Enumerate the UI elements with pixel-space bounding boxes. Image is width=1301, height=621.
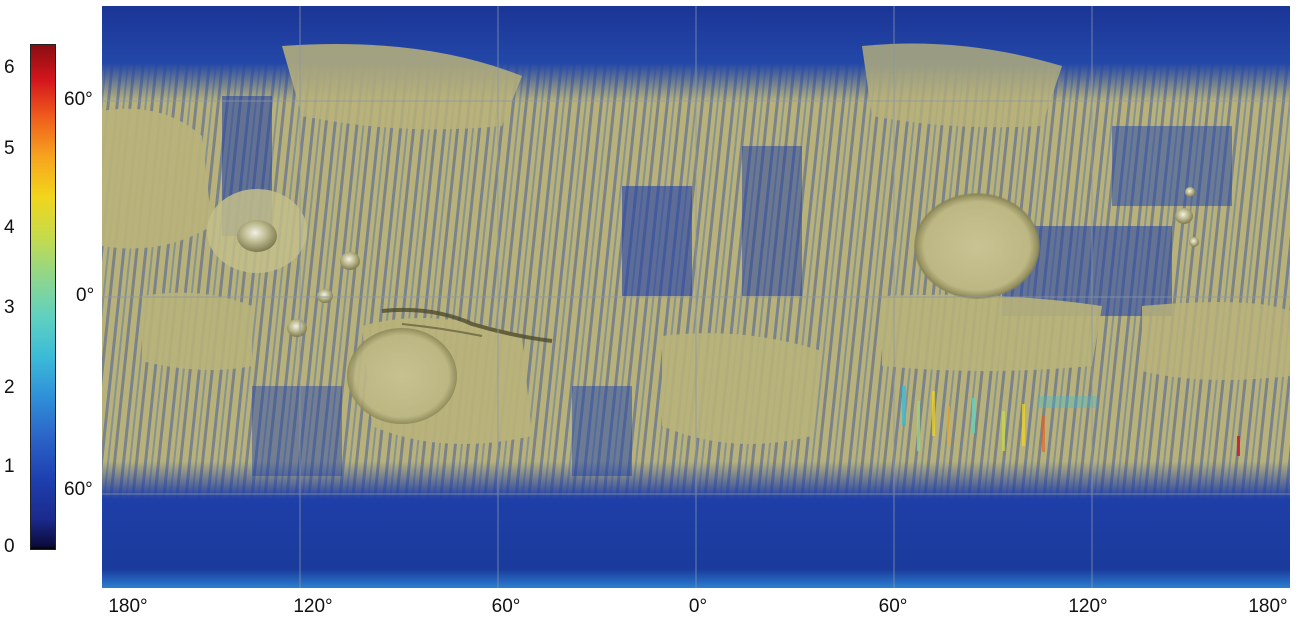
lon-label-60w: 60° bbox=[491, 596, 521, 617]
lon-label-60e: 60° bbox=[878, 596, 908, 617]
colorbar-tick-6: 6 bbox=[4, 57, 15, 78]
lat-label-equator: 0° bbox=[76, 285, 95, 306]
map-canvas bbox=[102, 6, 1290, 588]
colorbar-tick-0: 0 bbox=[4, 536, 15, 557]
lat-label-60s: 60° bbox=[64, 479, 93, 500]
basin bbox=[914, 193, 1040, 299]
colorbar-tick-4: 4 bbox=[4, 217, 15, 238]
lat-label-60n: 60° bbox=[64, 89, 93, 110]
lon-label-0: 0° bbox=[688, 596, 708, 617]
colorbar-tick-1: 1 bbox=[4, 456, 15, 477]
lon-label-180w: 180° bbox=[108, 596, 148, 617]
colorbar-tick-3: 3 bbox=[4, 297, 15, 318]
mars-map bbox=[102, 6, 1290, 588]
lon-label-180e: 180° bbox=[1248, 596, 1288, 617]
colorbar-tick-2: 2 bbox=[4, 377, 15, 398]
graticule bbox=[102, 6, 1290, 588]
tharsis-volcanoes bbox=[207, 187, 1199, 337]
lon-label-120e: 120° bbox=[1068, 596, 1108, 617]
basin-south bbox=[347, 328, 457, 424]
terrain-patches bbox=[102, 43, 1290, 444]
colorbar-gradient bbox=[30, 44, 56, 550]
canyon-system-branch bbox=[401, 323, 483, 337]
canyon-system bbox=[381, 307, 553, 343]
lon-label-120w: 120° bbox=[293, 596, 333, 617]
colorbar-tick-5: 5 bbox=[4, 138, 15, 159]
high-value-speckles bbox=[902, 386, 1240, 456]
